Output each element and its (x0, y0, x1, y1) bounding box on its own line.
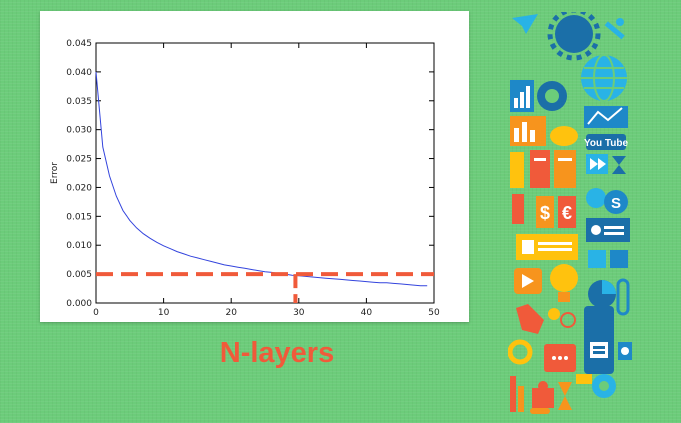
pie-chart-icon (588, 280, 616, 308)
stats-board-icon (510, 116, 546, 146)
bar-chart-icon (510, 80, 534, 112)
x-tick-label: 50 (428, 308, 440, 318)
y-tick-label: 0.015 (66, 212, 92, 222)
gear-icon (547, 7, 601, 61)
chat-bubble-icon (544, 344, 576, 372)
hand-cursor-icon (516, 304, 544, 334)
y-axis-title: Error (50, 162, 60, 184)
mobile-phone-icon (584, 306, 614, 374)
satellite-icon (576, 374, 592, 384)
trend-chart-icon (584, 106, 628, 128)
fast-forward-icon (586, 154, 608, 174)
y-tick-label: 0.045 (66, 39, 92, 49)
id-card-icon (586, 218, 630, 242)
heart-icon (548, 308, 560, 320)
globe-icon (581, 54, 627, 102)
y-tick-label: 0.005 (66, 270, 92, 280)
bird-icon (586, 188, 606, 208)
paper-plane-icon (512, 14, 538, 34)
x-tick-label: 10 (158, 308, 170, 318)
svg-text:$: $ (540, 203, 550, 223)
x-tick-label: 30 (293, 308, 305, 318)
target-icon (592, 374, 616, 398)
chart-panel: 0.000 0.005 0.010 0.015 0.020 0.025 0.030 0.035… (40, 11, 469, 322)
dollar-sign-icon: $ (536, 196, 554, 228)
hourglass-icon (612, 156, 626, 174)
play-button-icon (514, 268, 542, 294)
social-tiles-icon (588, 250, 628, 268)
ring-icon (507, 339, 533, 365)
chain-link-icon (530, 408, 550, 414)
plot-area (95, 42, 435, 304)
clock-icon (560, 312, 576, 328)
y-tick-label: 0.010 (66, 241, 92, 251)
paperclip-icon (616, 278, 630, 316)
camera-icon (618, 342, 632, 360)
icon-collage: You Tube $ € (507, 7, 632, 414)
puzzle-piece-icon (532, 381, 554, 408)
euro-sign-icon: € (558, 196, 576, 228)
x-tick-label: 40 (361, 308, 373, 318)
x-tick-label: 20 (225, 308, 237, 318)
chart-caption: N-layers (219, 337, 335, 369)
y-tick-label: 0.035 (66, 97, 92, 107)
y-tick-label: 0.040 (66, 68, 92, 78)
youtube-icon: You Tube (584, 134, 629, 150)
hourglass-small-icon (558, 382, 572, 410)
wrench-icon (604, 18, 625, 40)
y-tick-label: 0.030 (66, 126, 92, 136)
file-cabinet-icon (530, 150, 576, 188)
svg-text:S: S (611, 195, 621, 212)
bar-graph-icon (510, 376, 524, 412)
error-series-line (95, 71, 428, 287)
svg-text:€: € (562, 203, 572, 223)
svg-text:You Tube: You Tube (584, 138, 629, 149)
toggle-icon (516, 234, 578, 260)
error-line-chart: 0.000 0.005 0.010 0.015 0.020 0.025 0.030 0.035… (50, 39, 440, 318)
y-tick-label: 0.000 (66, 299, 92, 309)
piggy-bank-icon (550, 126, 578, 146)
marker-icon (512, 194, 524, 224)
easel-icon (510, 152, 524, 188)
y-tick-label: 0.020 (66, 183, 92, 193)
lightbulb-icon (550, 264, 578, 302)
gear-settings-icon (537, 81, 567, 111)
x-tick-label: 0 (93, 308, 99, 318)
skype-icon: S (604, 190, 628, 214)
y-tick-label: 0.025 (66, 155, 92, 165)
